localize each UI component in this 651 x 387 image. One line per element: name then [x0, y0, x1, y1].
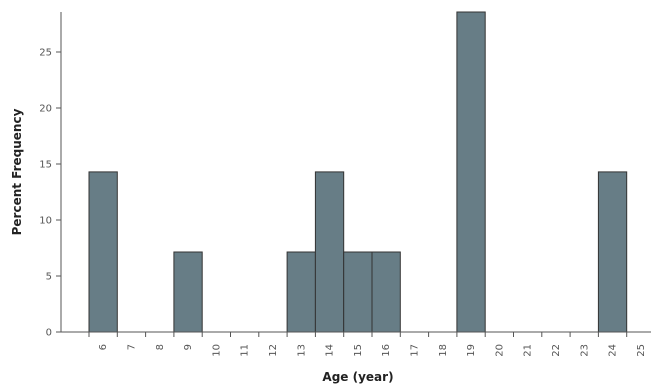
- x-tick-label: 9: [183, 344, 194, 350]
- x-tick-label: 23: [579, 344, 590, 357]
- x-tick-label: 14: [325, 344, 336, 357]
- bar-age-19: [456, 11, 486, 333]
- y-axis-title: Percent Frequency: [10, 108, 24, 235]
- y-ticks-group: 0 5 10 15 20 25: [39, 47, 61, 339]
- x-ticks-group: 6 7 8 9 10 11 12 13 14 15 16 17 18 19 20 21 22 23 24 25: [88, 332, 647, 357]
- y-tick-label: 10: [39, 215, 52, 226]
- bar-age-15: [343, 251, 373, 333]
- x-tick-label: 12: [268, 344, 279, 357]
- x-tick-label: 24: [608, 344, 619, 357]
- y-tick-label: 15: [39, 159, 52, 170]
- x-tick-label: 20: [494, 344, 505, 357]
- x-tick-label: 11: [240, 344, 251, 357]
- y-tick-label: 0: [46, 328, 52, 339]
- bar-age-13: [286, 251, 316, 333]
- x-tick-label: 8: [155, 344, 166, 350]
- x-tick-label: 7: [126, 344, 137, 350]
- bar-age-9: [173, 251, 203, 333]
- bar-age-6: [88, 171, 118, 333]
- x-tick-label: 21: [523, 344, 534, 357]
- x-tick-label: 25: [636, 344, 647, 357]
- y-tick-label: 25: [39, 47, 52, 58]
- x-axis-title: Age (year): [322, 370, 393, 384]
- x-tick-label: 18: [438, 344, 449, 357]
- x-tick-label: 17: [409, 344, 420, 357]
- y-tick-label: 5: [46, 271, 52, 282]
- x-tick-label: 22: [551, 344, 562, 357]
- x-tick-label: 13: [296, 344, 307, 357]
- bar-age-16: [371, 251, 401, 333]
- bar-age-14: [314, 171, 345, 333]
- x-tick-label: 6: [98, 344, 109, 350]
- y-tick-label: 20: [39, 103, 52, 114]
- bars-group: [88, 11, 628, 333]
- bar-age-24: [597, 171, 628, 333]
- x-tick-label: 16: [381, 344, 392, 357]
- x-tick-label: 15: [353, 344, 364, 357]
- x-tick-label: 19: [466, 344, 477, 357]
- x-tick-label: 10: [211, 344, 222, 357]
